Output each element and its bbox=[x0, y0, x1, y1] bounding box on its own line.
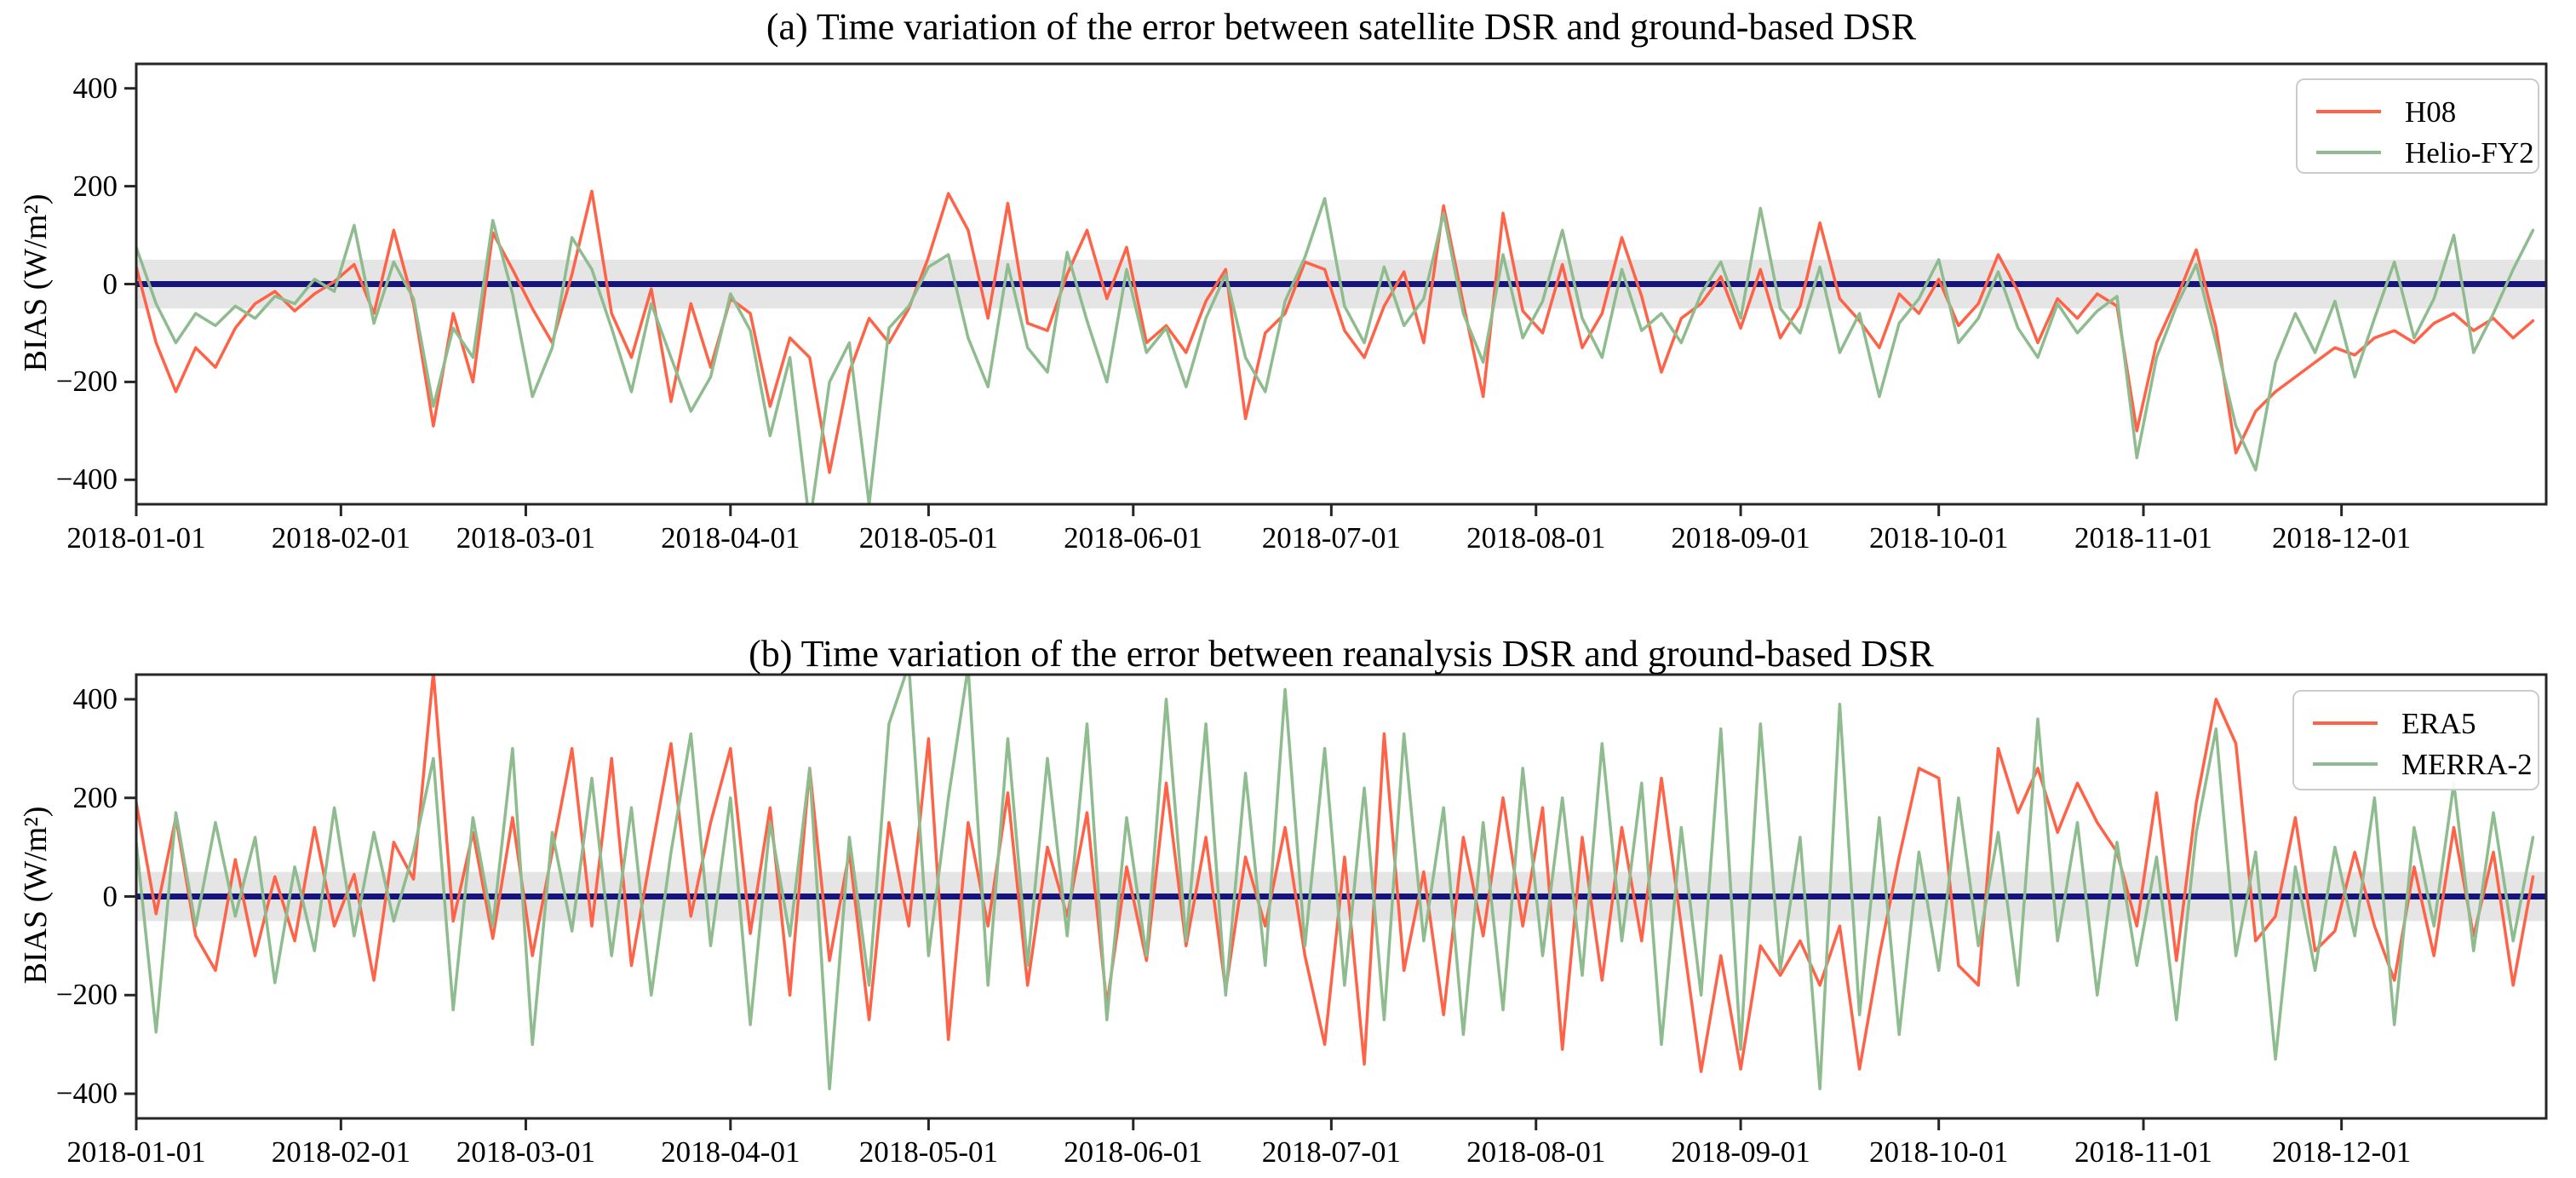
x-tick-label: 2018-11-01 bbox=[2074, 1135, 2213, 1169]
x-tick-label: 2018-02-01 bbox=[271, 521, 410, 555]
x-tick-label: 2018-01-01 bbox=[66, 521, 206, 555]
x-tick-label: 2018-11-01 bbox=[2074, 521, 2213, 555]
y-tick-label: −200 bbox=[55, 365, 118, 399]
x-tick-label: 2018-12-01 bbox=[2271, 521, 2412, 555]
era5-line-swatch bbox=[2313, 721, 2378, 725]
panel-b-title: (b) Time variation of the error between … bbox=[749, 633, 1934, 675]
x-tick-label: 2018-04-01 bbox=[661, 521, 800, 555]
x-tick-label: 2018-10-01 bbox=[1869, 521, 2009, 555]
legend-entry: H08 bbox=[2316, 95, 2516, 128]
helio-fy2-line-swatch bbox=[2316, 151, 2381, 154]
merra-2-line-swatch bbox=[2313, 762, 2378, 766]
y-tick-label: 200 bbox=[72, 169, 118, 203]
legend-entry: Helio-FY2 bbox=[2316, 136, 2534, 169]
y-tick-label: 0 bbox=[102, 879, 118, 913]
x-tick-label: 2018-06-01 bbox=[1064, 1135, 1203, 1169]
legend-entry: MERRA-2 bbox=[2313, 748, 2533, 780]
legend-entry: ERA5 bbox=[2313, 707, 2516, 739]
x-tick-label: 2018-04-01 bbox=[661, 1135, 800, 1169]
y-tick-label: 400 bbox=[72, 71, 118, 105]
x-tick-label: 2018-09-01 bbox=[1671, 1135, 1810, 1169]
series-line-merra-2 bbox=[136, 675, 2535, 1091]
x-tick-label: 2018-10-01 bbox=[1869, 1135, 2009, 1169]
y-tick-label: 200 bbox=[72, 780, 118, 814]
y-tick-label: −200 bbox=[55, 978, 118, 1012]
x-tick-label: 2018-08-01 bbox=[1466, 521, 1606, 555]
h08-line-swatch bbox=[2316, 110, 2381, 113]
y-tick-label: 400 bbox=[72, 681, 118, 715]
x-tick-label: 2018-08-01 bbox=[1466, 1135, 1606, 1169]
series-line-helio-fy2 bbox=[136, 197, 2535, 504]
x-tick-label: 2018-06-01 bbox=[1064, 521, 1203, 555]
x-tick-label: 2018-07-01 bbox=[1261, 521, 1402, 555]
panel-a-title: (a) Time variation of the error between … bbox=[766, 6, 1917, 48]
y-tick-label: −400 bbox=[55, 1077, 118, 1111]
x-tick-label: 2018-07-01 bbox=[1261, 1135, 1402, 1169]
series-line-era5 bbox=[136, 675, 2535, 1073]
legend-label: MERRA-2 bbox=[2401, 747, 2533, 781]
x-tick-label: 2018-09-01 bbox=[1671, 521, 1810, 555]
panel-b-legend: ERA5 MERRA-2 bbox=[2292, 690, 2539, 790]
x-tick-label: 2018-02-01 bbox=[271, 1135, 410, 1169]
series-line-h08 bbox=[136, 189, 2535, 474]
legend-label: Helio-FY2 bbox=[2405, 135, 2534, 170]
x-tick-label: 2018-05-01 bbox=[858, 1135, 999, 1169]
legend-label: H08 bbox=[2405, 95, 2457, 129]
x-tick-label: 2018-01-01 bbox=[66, 1135, 206, 1169]
x-tick-label: 2018-12-01 bbox=[2271, 1135, 2412, 1169]
y-tick-label: −400 bbox=[55, 463, 118, 497]
x-tick-label: 2018-03-01 bbox=[456, 521, 596, 555]
panel-a-legend: H08 Helio-FY2 bbox=[2296, 78, 2539, 174]
x-tick-label: 2018-05-01 bbox=[858, 521, 999, 555]
x-tick-label: 2018-03-01 bbox=[456, 1135, 596, 1169]
y-tick-label: 0 bbox=[102, 267, 118, 301]
legend-label: ERA5 bbox=[2401, 706, 2476, 740]
